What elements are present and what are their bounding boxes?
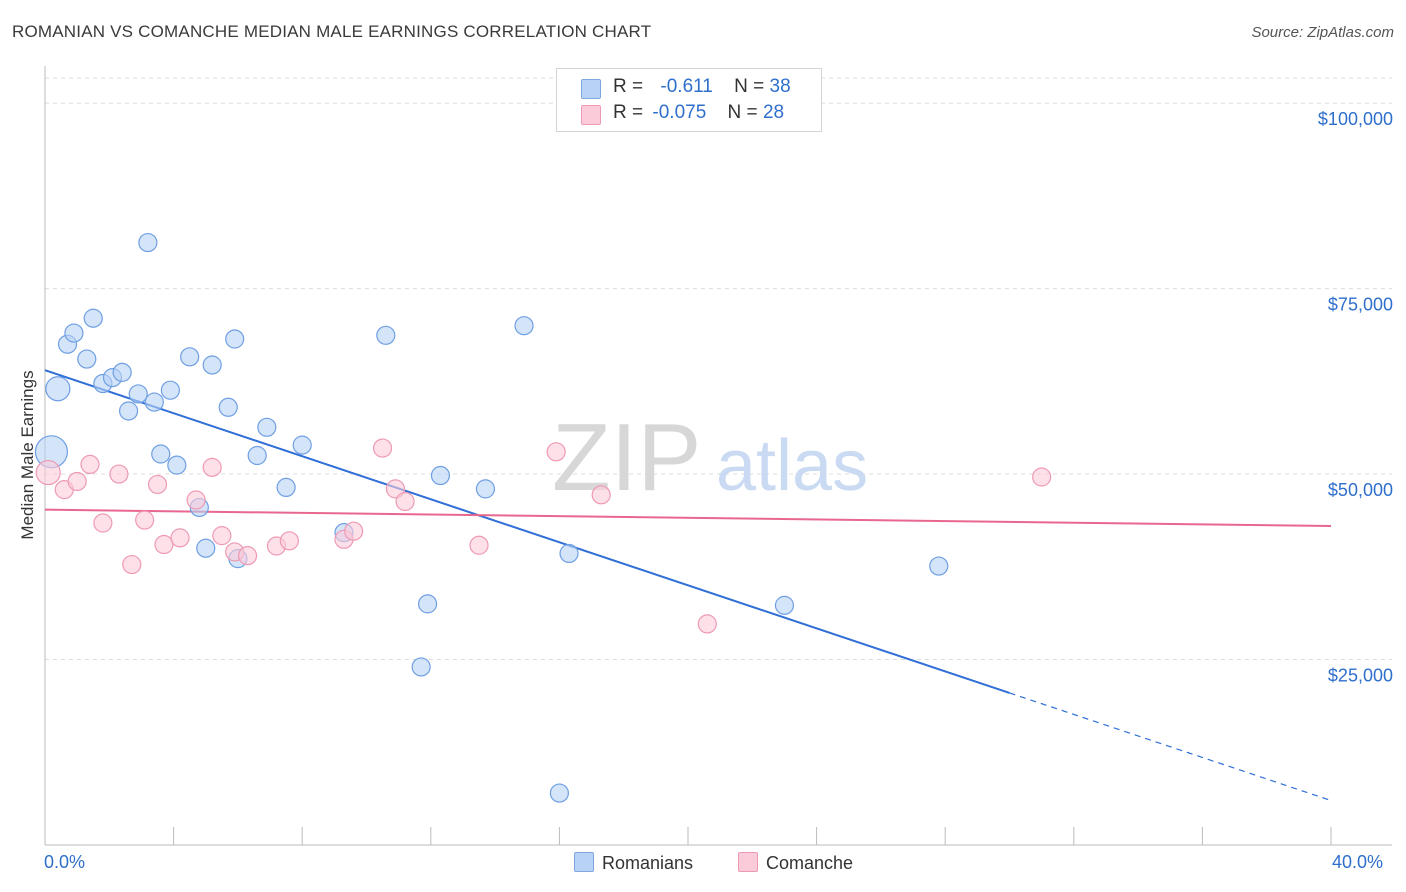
y-tick-label: $75,000 <box>1328 295 1393 315</box>
point-comanche <box>186 490 206 510</box>
point-romanians <box>196 538 216 558</box>
point-comanche <box>591 485 611 505</box>
point-romanians <box>218 397 238 417</box>
point-comanche <box>279 531 299 551</box>
y-tick-labels: $25,000 $50,000 $75,000 $100,000 <box>1318 109 1393 685</box>
point-romanians <box>77 349 97 369</box>
bottom-legend-swatch-romanians <box>574 852 594 872</box>
point-romanians <box>257 417 277 437</box>
x-tick-label-min: 0.0% <box>44 852 86 872</box>
point-romanians <box>167 455 187 475</box>
point-comanche <box>697 614 717 634</box>
point-romanians <box>276 477 296 498</box>
point-romanians <box>128 384 148 404</box>
legend-swatch-romanians <box>581 79 601 99</box>
bottom-legend-label-romanians: Romanians <box>602 853 694 873</box>
point-romanians <box>112 362 132 383</box>
point-romanians <box>138 232 158 253</box>
bottom-legend-swatch-comanche <box>738 852 758 872</box>
point-romanians <box>118 401 139 421</box>
y-tick-label: $50,000 <box>1328 480 1393 500</box>
data-points <box>34 232 1052 803</box>
watermark: ZIP atlas <box>552 404 868 511</box>
point-comanche <box>202 457 222 477</box>
point-romanians <box>514 316 534 336</box>
correlation-legend: R = -0.611 N = 38 R = -0.075 N = 28 <box>556 68 822 132</box>
x-tick-label-max: 40.0% <box>1332 852 1384 872</box>
point-romanians <box>549 783 570 803</box>
trend-lines <box>44 369 1332 802</box>
y-tick-label: $25,000 <box>1328 666 1393 686</box>
trend-line-extension <box>1009 692 1332 802</box>
point-comanche <box>147 474 168 495</box>
point-romanians <box>160 380 180 400</box>
trend-line-romanians <box>44 369 1010 694</box>
point-romanians <box>929 556 949 576</box>
point-comanche <box>1032 467 1052 487</box>
bottom-legend-comanche: Comanche <box>738 852 853 874</box>
source-label: Source: ZipAtlas.com <box>1251 24 1394 41</box>
point-comanche <box>122 554 142 575</box>
point-romanians <box>45 376 71 402</box>
point-romanians <box>774 595 795 615</box>
legend-n-label: N = <box>734 76 765 97</box>
point-romanians <box>202 355 222 375</box>
point-romanians <box>225 329 245 349</box>
legend-swatch-comanche <box>581 105 601 125</box>
point-comanche <box>344 521 364 541</box>
point-comanche <box>135 510 155 530</box>
point-romanians <box>411 657 431 677</box>
point-romanians <box>475 479 496 499</box>
legend-n-value: 28 <box>762 102 785 123</box>
legend-n-label: N = <box>727 102 758 123</box>
point-comanche <box>109 464 129 484</box>
legend-r-label: R = <box>613 102 644 123</box>
legend-r-value: -0.611 <box>660 76 713 97</box>
point-romanians <box>64 323 84 343</box>
point-comanche <box>80 454 100 475</box>
point-comanche <box>395 491 415 512</box>
point-romanians <box>559 543 579 564</box>
point-romanians <box>292 435 312 455</box>
point-comanche <box>385 479 406 499</box>
point-romanians <box>144 392 164 412</box>
point-comanche <box>93 513 113 533</box>
point-romanians <box>430 465 451 486</box>
grid-lines <box>45 77 1392 661</box>
point-comanche <box>237 546 258 566</box>
point-comanche <box>212 526 232 546</box>
point-comanche <box>469 535 489 555</box>
point-romanians <box>376 325 396 345</box>
watermark-zip: ZIP <box>552 404 701 511</box>
point-comanche <box>67 471 87 492</box>
trend-line-comanche <box>44 508 1332 527</box>
legend-r-label: R = <box>613 76 644 97</box>
point-romanians <box>180 347 200 367</box>
point-comanche <box>35 459 61 486</box>
point-comanche <box>154 534 174 555</box>
bottom-legend-romanians: Romanians <box>574 852 693 874</box>
legend-n-value: 38 <box>769 76 791 97</box>
point-romanians <box>83 308 103 328</box>
point-romanians <box>247 445 267 466</box>
legend-r-value: -0.075 <box>652 102 707 123</box>
watermark-atlas: atlas <box>716 426 868 506</box>
bottom-legend-label-comanche: Comanche <box>766 853 854 873</box>
point-comanche <box>170 528 190 548</box>
point-comanche <box>546 442 566 462</box>
point-comanche <box>372 438 393 458</box>
chart-title: ROMANIAN VS COMANCHE MEDIAN MALE EARNING… <box>12 22 652 41</box>
point-romanians <box>151 444 171 464</box>
point-romanians <box>417 594 438 614</box>
y-tick-label: $100,000 <box>1318 109 1393 129</box>
